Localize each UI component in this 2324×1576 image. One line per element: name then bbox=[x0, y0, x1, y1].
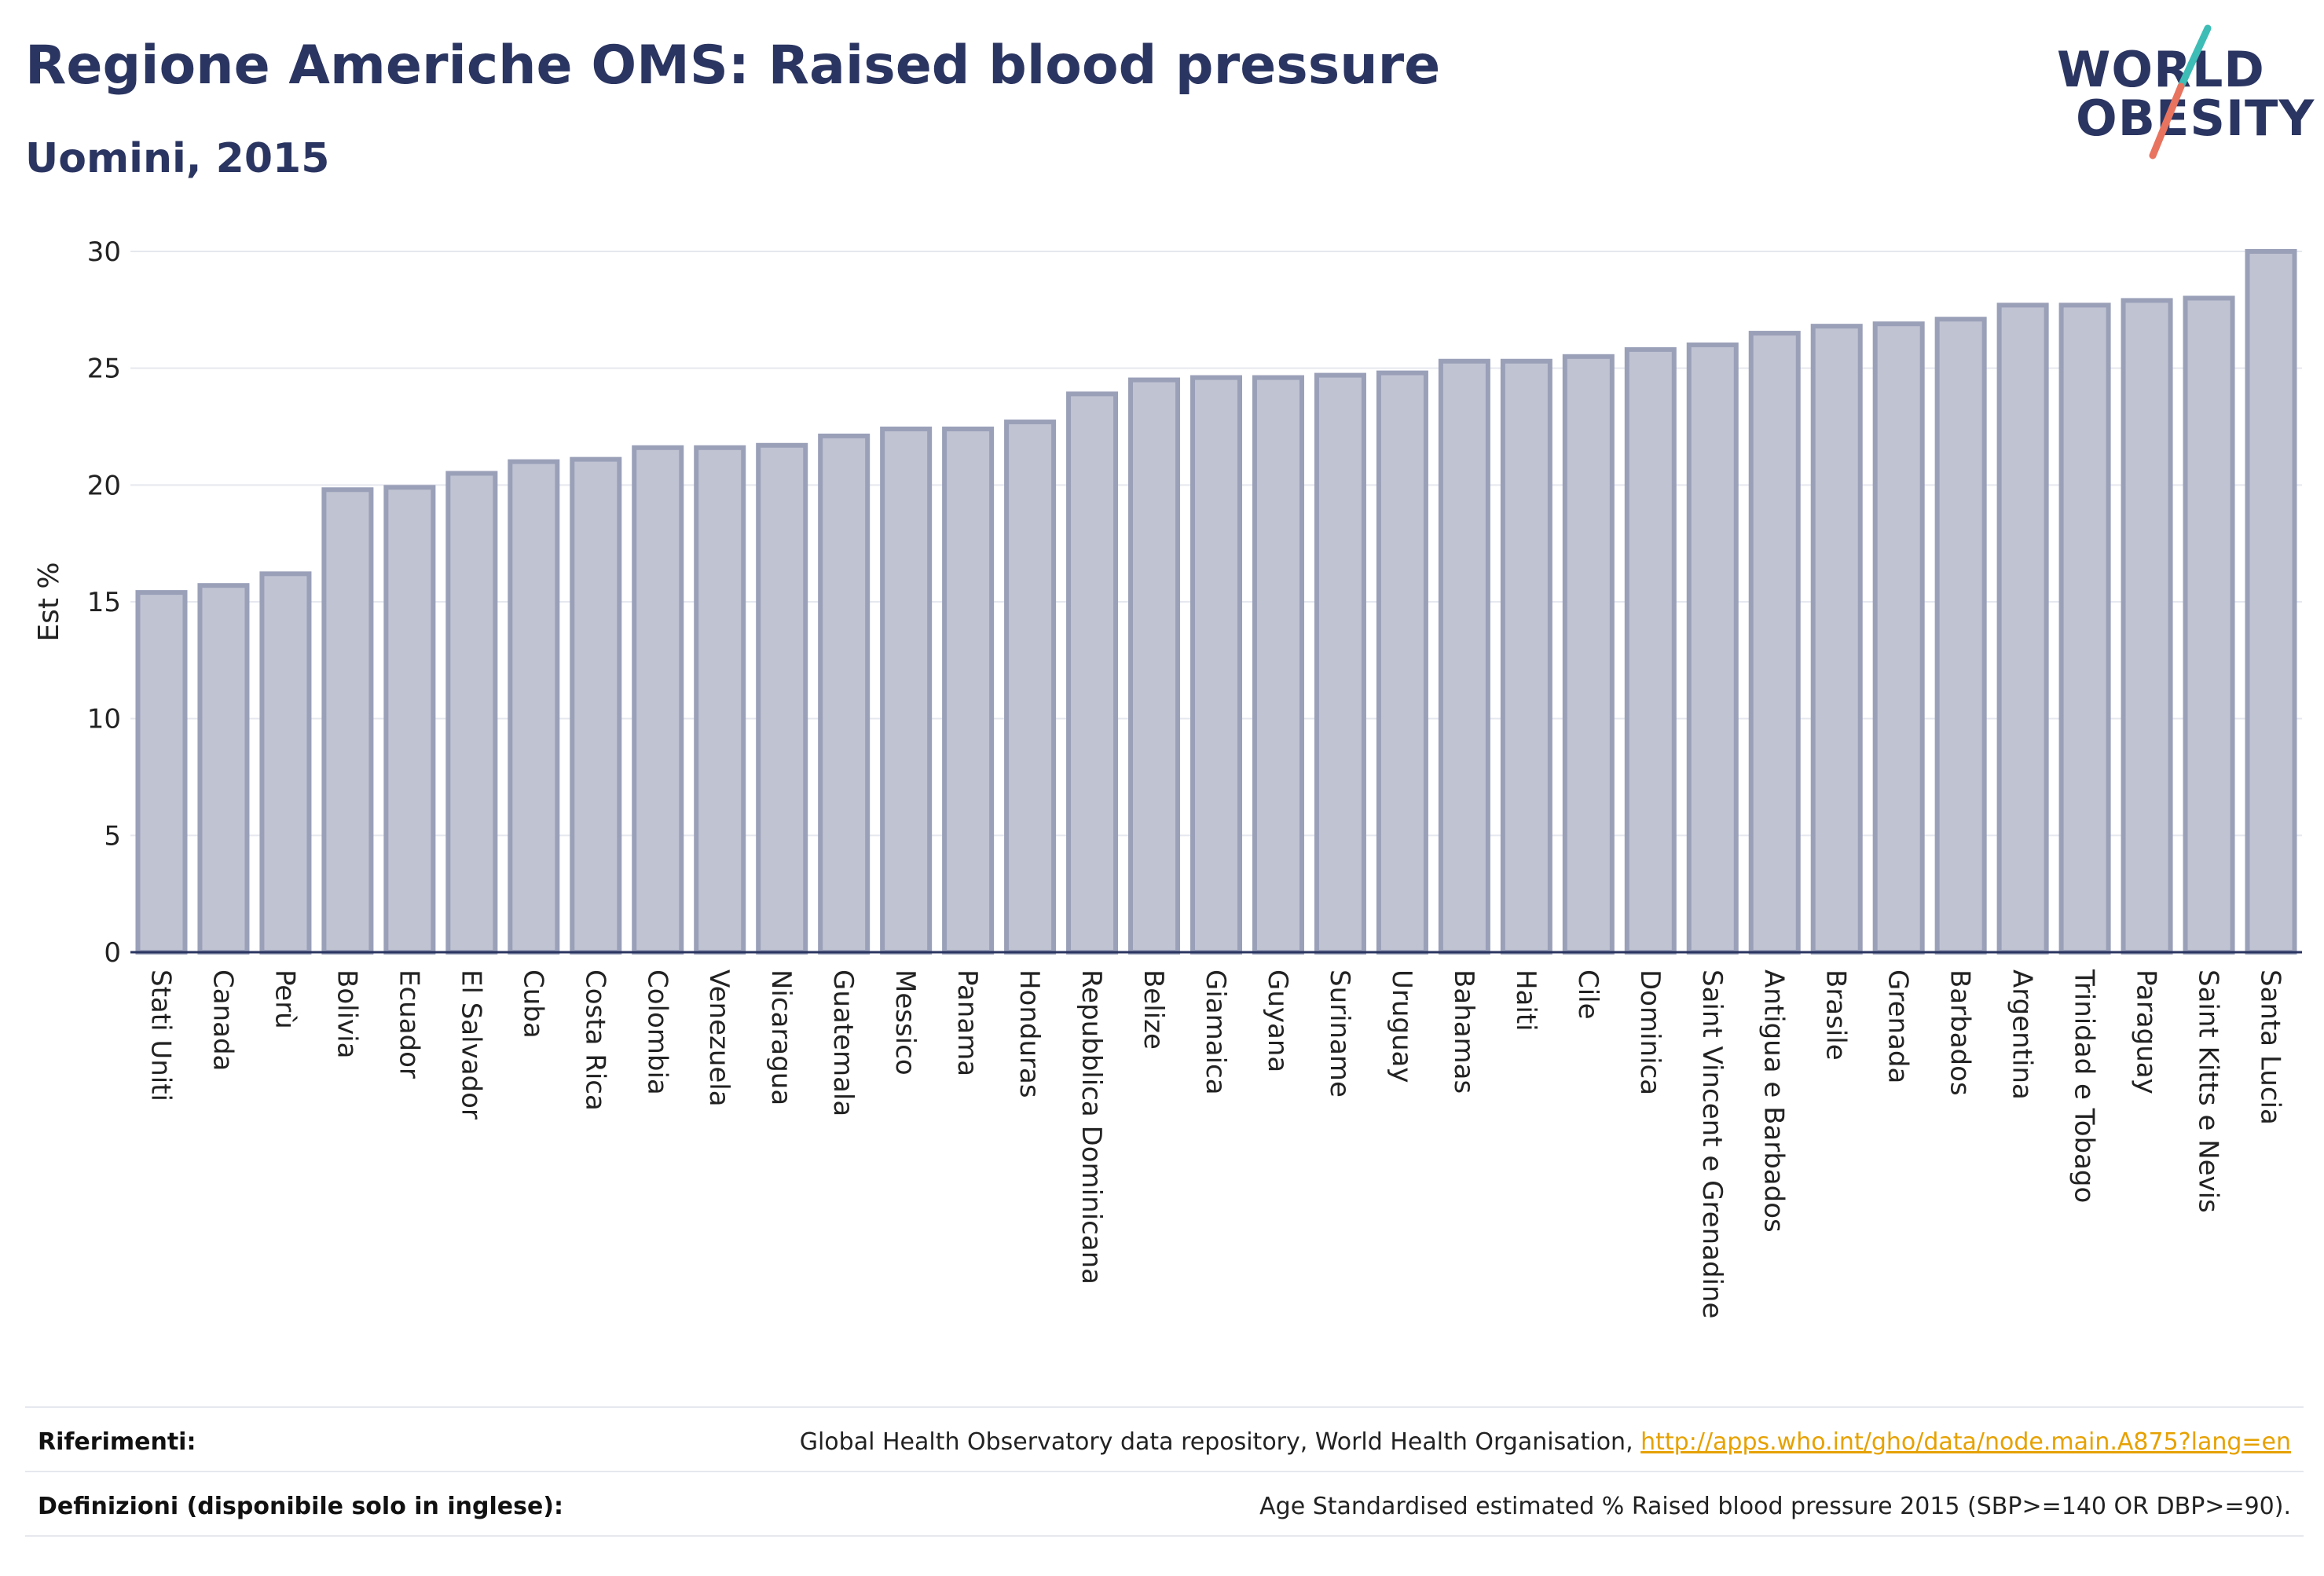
bar bbox=[1438, 358, 1490, 955]
bar bbox=[1810, 324, 1863, 955]
references-label: Riferimenti: bbox=[38, 1428, 196, 1456]
bar bbox=[1686, 342, 1739, 955]
x-tick-label: Repubblica Dominicana bbox=[1076, 969, 1107, 1285]
y-axis-title: Est % bbox=[33, 562, 65, 641]
x-axis-labels: Stati Uniti Canada Perù Bolivia Ecuador El Sa… bbox=[145, 969, 2286, 1318]
x-tick-label: Dominica bbox=[1634, 969, 1666, 1095]
definitions-text: Age Standardised estimated % Raised bloo… bbox=[1259, 1493, 2291, 1520]
y-tick-label: 20 bbox=[87, 470, 121, 501]
x-tick-label: Grenada bbox=[1882, 969, 1914, 1083]
references-link[interactable]: http://apps.who.int/gho/data/node.main.A… bbox=[1640, 1428, 2291, 1456]
logo-line-2: OBESITY bbox=[2076, 90, 2315, 147]
x-tick-label: Cuba bbox=[517, 969, 548, 1039]
y-tick-label: 0 bbox=[104, 937, 121, 969]
bar bbox=[632, 445, 684, 955]
x-tick-label: Barbados bbox=[1945, 969, 1976, 1096]
bar bbox=[2183, 295, 2235, 955]
bar bbox=[1562, 354, 1615, 955]
bar bbox=[880, 426, 933, 955]
bar bbox=[694, 445, 746, 955]
x-tick-label: Antigua e Barbados bbox=[1758, 969, 1790, 1233]
bar bbox=[570, 456, 622, 955]
bar bbox=[383, 485, 436, 955]
x-tick-label: Stati Uniti bbox=[145, 969, 176, 1101]
y-tick-label: 15 bbox=[87, 587, 121, 618]
bar bbox=[2058, 302, 2111, 955]
bar-chart: 0 5 10 15 20 25 30 Stati Uniti Canada Perù Bolivi… bbox=[33, 236, 2302, 1318]
x-tick-label: Santa Lucia bbox=[2255, 969, 2286, 1125]
bar bbox=[1376, 370, 1428, 955]
x-tick-label: Cile bbox=[1572, 969, 1604, 1020]
bar bbox=[2245, 249, 2297, 955]
logo-line-1: WORLD bbox=[2057, 41, 2265, 98]
x-tick-label: Giamaica bbox=[1200, 969, 1231, 1095]
y-tick-label: 30 bbox=[87, 236, 121, 268]
footer-divider bbox=[25, 1471, 2304, 1472]
bar bbox=[1500, 358, 1552, 955]
x-tick-label: Panama bbox=[951, 969, 983, 1076]
x-tick-label: Messico bbox=[889, 969, 921, 1076]
bar bbox=[259, 571, 312, 955]
references-text: Global Health Observatory data repositor… bbox=[799, 1428, 1641, 1456]
x-tick-label: Bolivia bbox=[331, 969, 362, 1058]
references-row: Riferimenti: Global Health Observatory d… bbox=[25, 1428, 2304, 1460]
x-tick-label: Saint Vincent e Grenadine bbox=[1696, 969, 1728, 1318]
x-tick-label: Guatemala bbox=[827, 969, 859, 1116]
bar bbox=[1252, 375, 1304, 955]
chart-subtitle: Uomini, 2015 bbox=[25, 135, 330, 182]
x-tick-label: Colombia bbox=[641, 969, 673, 1095]
x-tick-label: El Salvador bbox=[455, 969, 486, 1120]
x-tick-label: Argentina bbox=[2007, 969, 2038, 1100]
bar bbox=[1872, 321, 1925, 955]
y-tick-label: 10 bbox=[87, 704, 121, 735]
bar bbox=[1128, 377, 1181, 955]
bar bbox=[445, 471, 498, 955]
bar bbox=[508, 459, 560, 955]
bar bbox=[1624, 346, 1677, 955]
footer-divider bbox=[25, 1535, 2304, 1537]
x-tick-label: Belize bbox=[1138, 969, 1169, 1050]
y-tick-label: 5 bbox=[104, 820, 121, 852]
x-tick-label: Haiti bbox=[1510, 969, 1541, 1032]
references-value: Global Health Observatory data repositor… bbox=[800, 1428, 2291, 1456]
bar bbox=[1004, 420, 1057, 955]
bar bbox=[1934, 317, 1987, 955]
x-tick-label: Ecuador bbox=[393, 969, 424, 1079]
bar bbox=[1996, 302, 2049, 955]
x-tick-label: Saint Kitts e Nevis bbox=[2193, 969, 2224, 1213]
x-tick-label: Perù bbox=[269, 969, 300, 1029]
x-tick-label: Trinidad e Tobago bbox=[2069, 969, 2100, 1203]
bar bbox=[1748, 331, 1801, 955]
bar bbox=[1189, 375, 1243, 955]
x-tick-label: Canada bbox=[207, 969, 238, 1071]
x-tick-label: Honduras bbox=[1014, 969, 1045, 1098]
y-tick-label: 25 bbox=[87, 354, 121, 385]
x-tick-label: Uruguay bbox=[1386, 969, 1417, 1083]
x-tick-label: Bahamas bbox=[1448, 969, 1479, 1094]
bar bbox=[942, 426, 995, 955]
y-axis-ticks: 0 5 10 15 20 25 30 bbox=[87, 236, 121, 969]
x-tick-label: Nicaragua bbox=[765, 969, 797, 1105]
x-tick-label: Costa Rica bbox=[579, 969, 610, 1111]
definitions-row: Definizioni (disponibile solo in inglese… bbox=[25, 1493, 2304, 1524]
x-tick-label: Brasile bbox=[1820, 969, 1852, 1061]
x-tick-label: Guyana bbox=[1262, 969, 1293, 1072]
world-obesity-logo: WORLD OBESITY bbox=[2051, 22, 2314, 165]
bar bbox=[197, 583, 250, 955]
logo-slash-icon bbox=[2149, 24, 2212, 159]
x-tick-label: Venezuela bbox=[703, 969, 735, 1107]
bar bbox=[1066, 391, 1119, 955]
definitions-label: Definizioni (disponibile solo in inglese… bbox=[38, 1493, 563, 1520]
footer-divider bbox=[25, 1406, 2304, 1408]
x-tick-label: Suriname bbox=[1324, 969, 1355, 1098]
bar bbox=[818, 433, 871, 955]
chart-title: Regione Americhe OMS: Raised blood press… bbox=[25, 35, 1441, 97]
bar bbox=[756, 442, 808, 955]
bars bbox=[130, 249, 2302, 955]
bar bbox=[321, 487, 374, 955]
x-tick-label: Paraguay bbox=[2131, 969, 2162, 1094]
bar bbox=[2121, 298, 2173, 955]
bar bbox=[135, 590, 188, 955]
bar bbox=[1314, 372, 1366, 955]
